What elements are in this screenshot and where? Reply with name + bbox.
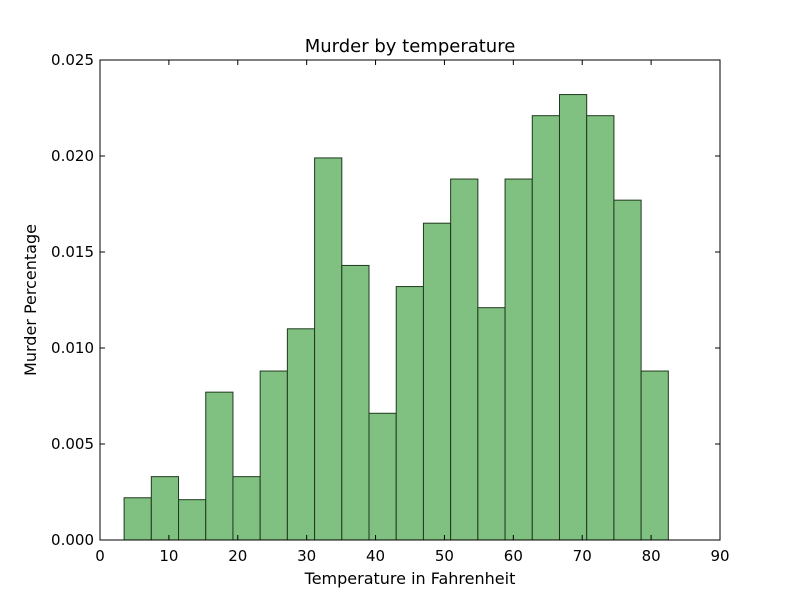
x-tick-label-6: 60 xyxy=(504,547,523,565)
histogram-bar-3 xyxy=(205,391,234,541)
histogram-bar-9 xyxy=(368,412,397,541)
histogram-bar-15 xyxy=(531,115,560,541)
histogram-bar-11 xyxy=(422,222,452,541)
x-tick-label-3: 30 xyxy=(297,547,316,565)
x-tick-label-5: 50 xyxy=(435,547,454,565)
histogram-bar-8 xyxy=(341,264,370,541)
x-tick-label-1: 10 xyxy=(159,547,178,565)
x-axis: 0 10 20 30 40 50 60 70 80 90 xyxy=(95,60,730,565)
y-tick-label-5: 0.025 xyxy=(51,51,94,69)
x-tick-label-2: 20 xyxy=(228,547,247,565)
histogram-bar-6 xyxy=(286,328,316,541)
x-tick-label-4: 40 xyxy=(366,547,385,565)
histogram-bar-7 xyxy=(314,157,343,541)
histogram-bar-16 xyxy=(558,94,588,541)
x-tick-label-0: 0 xyxy=(95,547,105,565)
histogram-bar-12 xyxy=(450,178,479,541)
histogram-bar-2 xyxy=(178,499,207,541)
y-axis: 0.000 0.005 0.010 0.015 0.020 0.025 xyxy=(51,51,720,549)
y-tick-label-4: 0.020 xyxy=(51,147,94,165)
x-axis-label: Temperature in Fahrenheit xyxy=(304,569,516,588)
histogram-bar-14 xyxy=(504,178,533,541)
histogram-bar-1 xyxy=(150,476,180,541)
y-tick-label-0: 0.000 xyxy=(51,531,94,549)
histogram-bar-17 xyxy=(586,115,615,541)
x-tick-label-7: 70 xyxy=(573,547,592,565)
chart-title: Murder by temperature xyxy=(305,36,516,57)
y-tick-label-2: 0.010 xyxy=(51,339,94,357)
histogram-bar-13 xyxy=(477,307,506,541)
y-tick-label-3: 0.015 xyxy=(51,243,94,261)
y-tick-label-1: 0.005 xyxy=(51,435,94,453)
histogram-bar-19 xyxy=(640,370,669,541)
histogram-bar-18 xyxy=(613,199,642,541)
histogram-bar-4 xyxy=(232,476,261,541)
x-tick-label-9: 90 xyxy=(710,547,729,565)
bars-group xyxy=(123,94,669,541)
histogram-bar-0 xyxy=(123,497,152,541)
x-tick-label-8: 80 xyxy=(642,547,661,565)
plot-frame xyxy=(99,59,721,541)
y-axis-label: Murder Percentage xyxy=(21,224,40,376)
histogram-bar-5 xyxy=(259,370,288,541)
histogram-bar-10 xyxy=(395,286,424,541)
